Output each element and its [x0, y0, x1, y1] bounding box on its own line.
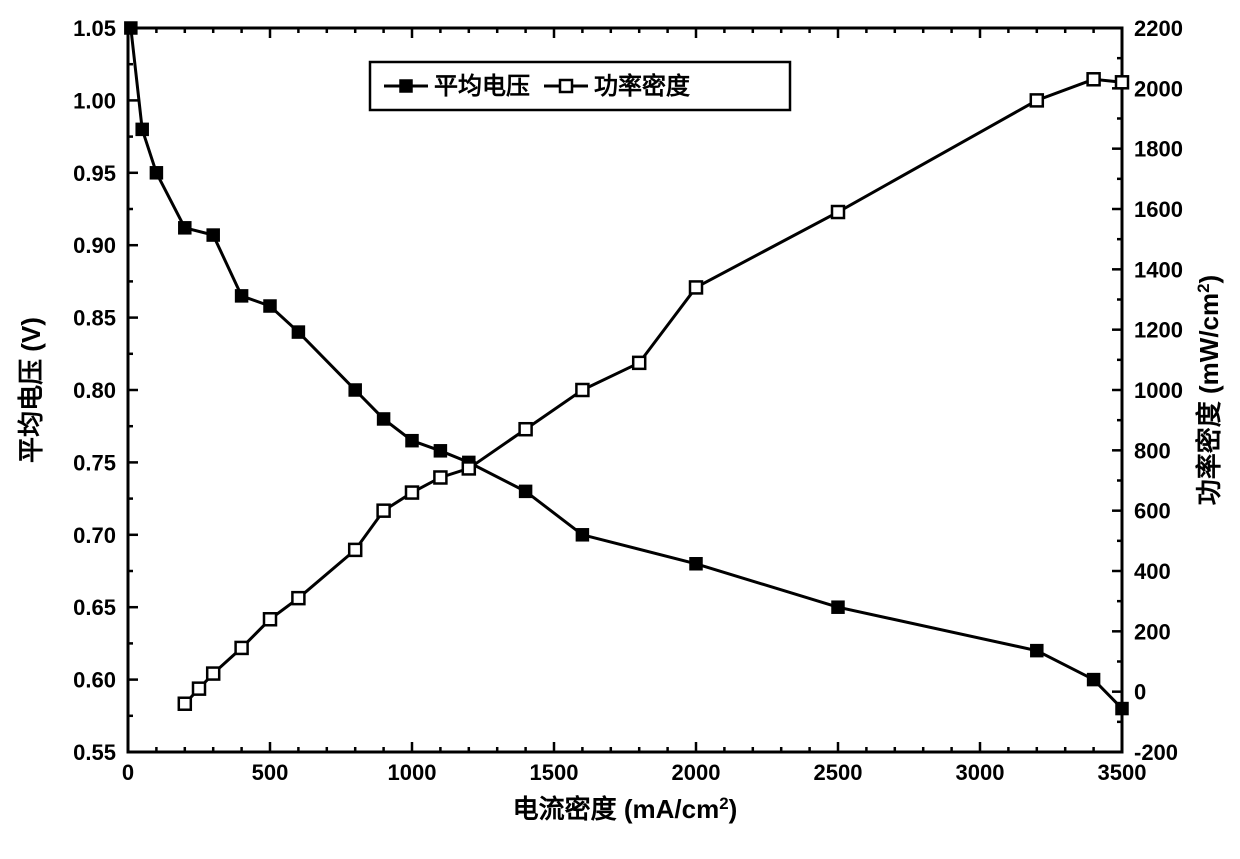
- svg-text:0: 0: [1134, 680, 1146, 705]
- svg-text:0.95: 0.95: [73, 161, 116, 186]
- series-power-marker: [633, 357, 645, 369]
- svg-text:200: 200: [1134, 619, 1171, 644]
- svg-text:1000: 1000: [388, 760, 437, 785]
- series-power-marker: [1031, 94, 1043, 106]
- legend-label: 功率密度: [594, 72, 691, 100]
- series-voltage-marker: [236, 290, 248, 302]
- series-power-marker: [463, 462, 475, 474]
- series-voltage-marker: [1031, 645, 1043, 657]
- series-power-marker: [832, 206, 844, 218]
- svg-text:2500: 2500: [814, 760, 863, 785]
- svg-text:0.80: 0.80: [73, 378, 116, 403]
- svg-text:1800: 1800: [1134, 137, 1183, 162]
- svg-text:0.90: 0.90: [73, 233, 116, 258]
- series-power-marker: [236, 642, 248, 654]
- x-axis-label: 电流密度 (mA/cm2): [513, 794, 738, 825]
- svg-text:1000: 1000: [1134, 378, 1183, 403]
- series-voltage-marker: [434, 445, 446, 457]
- svg-text:1500: 1500: [530, 760, 579, 785]
- series-voltage-marker: [520, 485, 532, 497]
- series-power-marker: [349, 544, 361, 556]
- svg-text:800: 800: [1134, 438, 1171, 463]
- series-power-marker: [690, 281, 702, 293]
- dual-axis-chart: 0500100015002000250030003500电流密度 (mA/cm2…: [0, 0, 1240, 859]
- series-power-marker: [520, 423, 532, 435]
- svg-text:1200: 1200: [1134, 318, 1183, 343]
- svg-text:-200: -200: [1134, 740, 1178, 765]
- series-power-marker: [378, 505, 390, 517]
- series-voltage-marker: [179, 222, 191, 234]
- series-power-marker: [264, 613, 276, 625]
- svg-text:1600: 1600: [1134, 197, 1183, 222]
- series-power-marker: [292, 592, 304, 604]
- series-power-marker: [207, 668, 219, 680]
- svg-text:500: 500: [252, 760, 289, 785]
- series-voltage-marker: [264, 300, 276, 312]
- y-left-axis-label: 平均电压 (V): [16, 317, 46, 463]
- svg-text:2200: 2200: [1134, 16, 1183, 41]
- series-voltage-marker: [832, 601, 844, 613]
- series-voltage-marker: [1088, 674, 1100, 686]
- series-voltage-marker: [690, 558, 702, 570]
- series-voltage-marker: [292, 326, 304, 338]
- series-voltage-marker: [136, 123, 148, 135]
- series-voltage-marker: [349, 384, 361, 396]
- y-right-axis-label: 功率密度 (mW/cm2): [1194, 275, 1225, 505]
- svg-text:2000: 2000: [672, 760, 721, 785]
- svg-text:1400: 1400: [1134, 257, 1183, 282]
- svg-text:3000: 3000: [956, 760, 1005, 785]
- svg-text:1.05: 1.05: [73, 16, 116, 41]
- series-voltage-marker: [150, 167, 162, 179]
- svg-text:0.85: 0.85: [73, 306, 116, 331]
- series-power-marker: [1116, 76, 1128, 88]
- svg-text:0.65: 0.65: [73, 595, 116, 620]
- series-voltage-marker: [207, 229, 219, 241]
- series-voltage-marker: [576, 529, 588, 541]
- svg-text:0.75: 0.75: [73, 450, 116, 475]
- series-voltage-marker: [1116, 703, 1128, 715]
- svg-text:0: 0: [122, 760, 134, 785]
- svg-text:2000: 2000: [1134, 76, 1183, 101]
- svg-text:0.60: 0.60: [73, 668, 116, 693]
- series-power-marker: [193, 683, 205, 695]
- series-power-marker: [406, 487, 418, 499]
- series-voltage-marker: [406, 435, 418, 447]
- svg-text:0.70: 0.70: [73, 523, 116, 548]
- series-power-marker: [434, 471, 446, 483]
- svg-text:400: 400: [1134, 559, 1171, 584]
- series-power-marker: [179, 698, 191, 710]
- series-power-marker: [576, 384, 588, 396]
- series-power-marker: [1088, 73, 1100, 85]
- series-voltage-marker: [125, 22, 137, 34]
- svg-text:600: 600: [1134, 499, 1171, 524]
- svg-text:0.55: 0.55: [73, 740, 116, 765]
- legend-label: 平均电压: [434, 72, 530, 100]
- svg-text:1.00: 1.00: [73, 88, 116, 113]
- series-voltage-marker: [378, 413, 390, 425]
